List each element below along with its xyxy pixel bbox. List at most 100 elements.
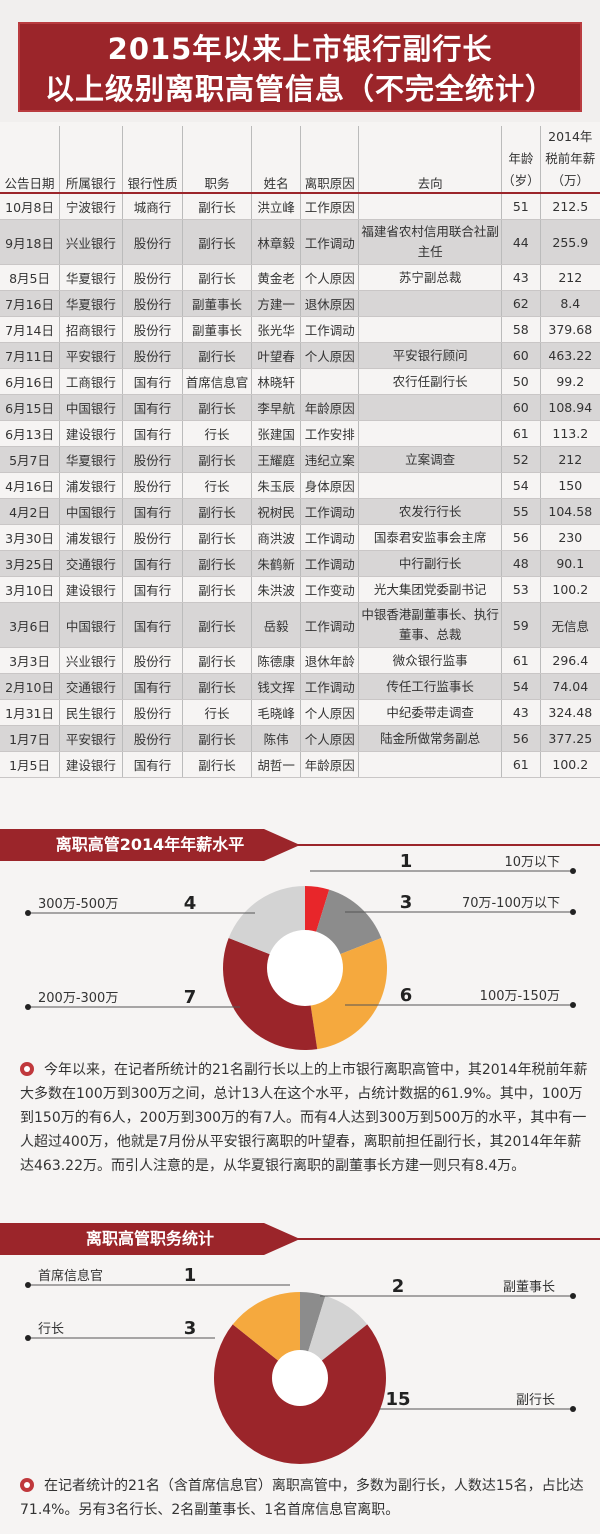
data-label: 3: [184, 1318, 197, 1339]
cell-date: 4月2日: [0, 498, 61, 525]
cell-position: 副行长: [182, 342, 252, 369]
legend-label: 副董事长: [503, 1280, 555, 1295]
table-row: 10月8日 宁波银行 城商行 副行长 洪立峰 工作原因 51 212.5: [0, 193, 600, 220]
table-row: 1月31日 民生银行 股份行 行长 毛晓峰 个人原因 中纪委带走调查 43 324.48: [0, 699, 600, 726]
table-row: 3月25日 交通银行 国有行 副行长 朱鹤新 工作调动 中行副行长 48 90.1: [0, 550, 600, 577]
cell-bank: 中国银行: [59, 498, 123, 525]
cell-name: 商洪波: [251, 524, 302, 551]
bullet-icon: [20, 1478, 34, 1492]
cell-position: 副行长: [182, 524, 252, 551]
leader-dot: [25, 1335, 31, 1341]
table-row: 4月2日 中国银行 国有行 副行长 祝树民 工作调动 农发行行长 55 104.58: [0, 498, 600, 525]
leader-dot: [570, 1293, 576, 1299]
cell-name: 方建一: [251, 290, 302, 317]
cell-age: 59: [501, 602, 541, 648]
cell-reason: 工作安排: [300, 420, 360, 447]
cell-name: 岳毅: [251, 602, 302, 648]
cell-position: 副行长: [182, 550, 252, 577]
cell-name: 黄金老: [251, 264, 302, 291]
cell-salary: 230: [540, 524, 600, 551]
cell-reason: 个人原因: [300, 264, 360, 291]
cell-age: 48: [501, 550, 541, 577]
section1-paragraph: 今年以来，在记者所统计的21名副行长以上的上市银行离职高管中，其2014年税前年…: [20, 1058, 592, 1178]
cell-date: 3月10日: [0, 576, 61, 603]
cell-type: 股份行: [122, 264, 184, 291]
cell-bank: 交通银行: [59, 673, 123, 700]
cell-date: 2月10日: [0, 673, 61, 700]
cell-type: 国有行: [122, 751, 184, 778]
cell-reason: 工作调动: [300, 550, 360, 577]
page-title-line2: 以上级别离职高管信息（不完全统计）: [44, 72, 555, 106]
cell-position: 行长: [182, 420, 252, 447]
bullet-icon: [20, 1062, 34, 1076]
cell-name: 林晓轩: [251, 368, 302, 395]
table-row: 7月11日 平安银行 股份行 副行长 叶望春 个人原因 平安银行顾问 60 463.22: [0, 342, 600, 369]
cell-name: 胡哲一: [251, 751, 302, 778]
cell-type: 股份行: [122, 290, 184, 317]
col-age-top: 年龄: [508, 151, 534, 166]
cell-date: 1月5日: [0, 751, 61, 778]
col-type: 银行性质: [122, 126, 184, 194]
cell-reason: 个人原因: [300, 725, 360, 752]
cell-reason: 退休原因: [300, 290, 360, 317]
cell-salary: 90.1: [540, 550, 600, 577]
cell-dest: 中行副行长: [358, 550, 503, 577]
cell-date: 5月7日: [0, 446, 61, 473]
table-row: 7月16日 华夏银行 股份行 副董事长 方建一 退休原因 62 8.4: [0, 290, 600, 317]
cell-name: 王耀庭: [251, 446, 302, 473]
cell-bank: 华夏银行: [59, 290, 123, 317]
cell-salary: 377.25: [540, 725, 600, 752]
cell-position: 首席信息官: [182, 368, 252, 395]
cell-dest: [358, 472, 503, 499]
departure-table: 公告日期 所属银行 银行性质 职务 姓名 离职原因 去向 年龄 （岁） 2014年…: [0, 126, 600, 778]
cell-dest: 福建省农村信用联合社副主任: [358, 219, 503, 265]
table-row: 6月15日 中国银行 国有行 副行长 李早航 年龄原因 60 108.94: [0, 394, 600, 421]
cell-salary: 74.04: [540, 673, 600, 700]
cell-salary: 296.4: [540, 647, 600, 674]
cell-name: 祝树民: [251, 498, 302, 525]
cell-name: 钱文挥: [251, 673, 302, 700]
cell-date: 6月16日: [0, 368, 61, 395]
leader-dot: [570, 909, 576, 915]
cell-salary: 8.4: [540, 290, 600, 317]
leader-dot: [570, 868, 576, 874]
data-label: 6: [400, 985, 413, 1006]
cell-name: 陈伟: [251, 725, 302, 752]
cell-type: 国有行: [122, 498, 184, 525]
cell-age: 60: [501, 394, 541, 421]
legend-label: 70万-100万以下: [462, 896, 560, 911]
table-row: 6月16日 工商银行 国有行 首席信息官 林晓轩 农行任副行长 50 99.2: [0, 368, 600, 395]
table-row: 8月5日 华夏银行 股份行 副行长 黄金老 个人原因 苏宁副总裁 43 212: [0, 264, 600, 291]
cell-name: 张建国: [251, 420, 302, 447]
section2-text: 在记者统计的21名（含首席信息官）离职高管中，多数为副行长，人数达15名，占比达…: [20, 1478, 584, 1518]
cell-bank: 华夏银行: [59, 264, 123, 291]
cell-date: 3月25日: [0, 550, 61, 577]
table-row: 4月16日 浦发银行 股份行 行长 朱玉辰 身体原因 54 150: [0, 472, 600, 499]
cell-dest: 农发行行长: [358, 498, 503, 525]
table-header: 公告日期 所属银行 银行性质 职务 姓名 离职原因 去向 年龄 （岁） 2014年…: [0, 126, 600, 194]
table-row: 1月7日 平安银行 股份行 副行长 陈伟 个人原因 陆金所做常务副总 56 377.25: [0, 725, 600, 752]
cell-position: 副行长: [182, 193, 252, 220]
cell-age: 44: [501, 219, 541, 265]
cell-salary: 150: [540, 472, 600, 499]
cell-position: 副行长: [182, 498, 252, 525]
cell-date: 7月16日: [0, 290, 61, 317]
cell-type: 股份行: [122, 316, 184, 343]
data-label: 2: [392, 1276, 405, 1297]
cell-date: 1月7日: [0, 725, 61, 752]
table-row: 3月6日 中国银行 国有行 副行长 岳毅 工作调动 中银香港副董事长、执行董事、总裁 59 无信…: [0, 602, 600, 648]
col-age: 年龄 （岁）: [501, 126, 541, 194]
col-date: 公告日期: [0, 126, 61, 194]
cell-type: 国有行: [122, 602, 184, 648]
cell-salary: 100.2: [540, 751, 600, 778]
cell-bank: 平安银行: [59, 725, 123, 752]
cell-position: 副行长: [182, 219, 252, 265]
cell-bank: 建设银行: [59, 420, 123, 447]
cell-position: 副行长: [182, 446, 252, 473]
section1-title: 离职高管2014年年薪水平: [0, 829, 300, 861]
cell-position: 副董事长: [182, 316, 252, 343]
legend-label: 200万-300万: [38, 991, 118, 1006]
cell-bank: 建设银行: [59, 576, 123, 603]
cell-type: 国有行: [122, 420, 184, 447]
cell-age: 61: [501, 647, 541, 674]
